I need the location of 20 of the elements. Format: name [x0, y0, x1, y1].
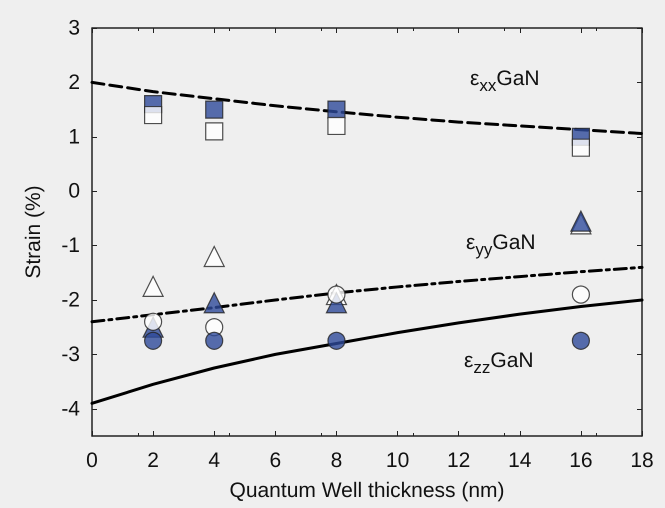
- y-tick-label: -1: [61, 234, 80, 258]
- y-tick-label: 1: [68, 125, 80, 148]
- y-tick-label: 0: [68, 180, 80, 203]
- x-tick-label: 18: [630, 449, 654, 472]
- x-tick-label: 12: [446, 449, 470, 472]
- x-tick-label: 14: [508, 449, 532, 472]
- x-tick-label: 10: [386, 449, 410, 472]
- y-tick-label: -3: [61, 342, 80, 366]
- x-tick-label: 2: [147, 449, 159, 472]
- y-tick-label: 3: [68, 16, 80, 40]
- y-axis-title: Strain (%): [22, 185, 45, 279]
- x-axis-title: Quantum Well thickness (nm): [229, 479, 505, 502]
- x-tick-label: 0: [86, 449, 98, 472]
- y-tick-label: -2: [61, 288, 80, 312]
- x-tick-label: 6: [269, 449, 282, 472]
- y-tick-label: -4: [61, 397, 80, 420]
- x-tick-label: 8: [330, 449, 342, 472]
- y-tick-label: 2: [68, 70, 80, 94]
- x-tick-label: 4: [208, 449, 220, 472]
- x-tick-label: 16: [569, 449, 593, 472]
